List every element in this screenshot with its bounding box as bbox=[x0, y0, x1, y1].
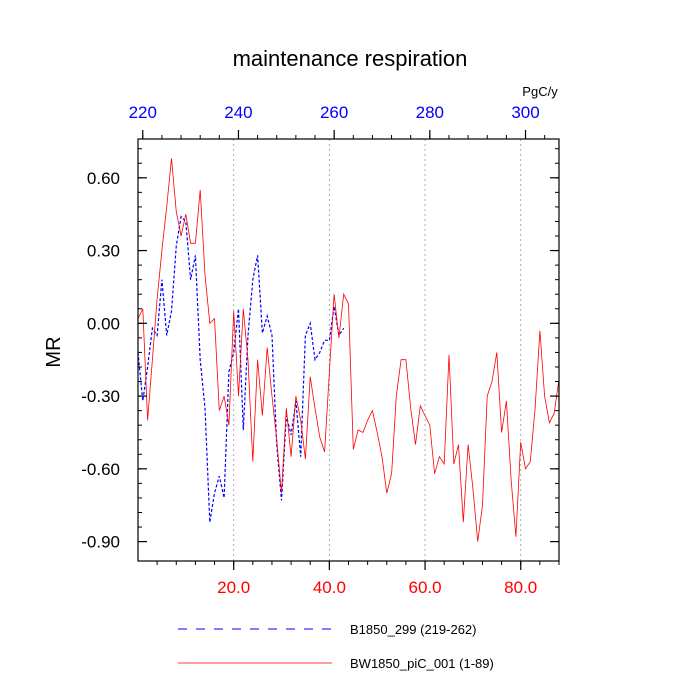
axis-ticks bbox=[138, 130, 560, 570]
legend-label-0: B1850_299 (219-262) bbox=[350, 622, 477, 637]
x-tick-label: 60.0 bbox=[408, 578, 441, 597]
series-layer bbox=[137, 158, 560, 542]
y-axis-label: MR bbox=[43, 336, 65, 367]
top-axis-unit: PgC/y bbox=[522, 84, 558, 99]
top-tick-label: 240 bbox=[224, 103, 252, 122]
chart-title: maintenance respiration bbox=[233, 46, 468, 71]
y-tick-label: -0.60 bbox=[81, 460, 120, 479]
tick-labels: 0.60 0.30 0.00 -0.30 -0.60 -0.90 20.0 40.0 60.0 8… bbox=[81, 103, 539, 597]
y-tick-label: -0.30 bbox=[81, 387, 120, 406]
y-tick-label: 0.60 bbox=[87, 169, 120, 188]
x-tick-label: 20.0 bbox=[217, 578, 250, 597]
legend: B1850_299 (219-262) BW1850_piC_001 (1-89) bbox=[178, 622, 494, 671]
series-line-0 bbox=[137, 215, 345, 523]
grid-lines bbox=[233, 139, 522, 561]
y-tick-label: -0.90 bbox=[81, 533, 120, 552]
top-tick-label: 280 bbox=[416, 103, 444, 122]
y-tick-label: 0.30 bbox=[87, 242, 120, 261]
top-tick-label: 260 bbox=[320, 103, 348, 122]
series-line-1 bbox=[137, 158, 560, 542]
legend-label-1: BW1850_piC_001 (1-89) bbox=[350, 656, 494, 671]
top-tick-label: 220 bbox=[129, 103, 157, 122]
top-tick-label: 300 bbox=[511, 103, 539, 122]
x-tick-label: 80.0 bbox=[504, 578, 537, 597]
y-tick-label: 0.00 bbox=[87, 314, 120, 333]
x-tick-label: 40.0 bbox=[313, 578, 346, 597]
